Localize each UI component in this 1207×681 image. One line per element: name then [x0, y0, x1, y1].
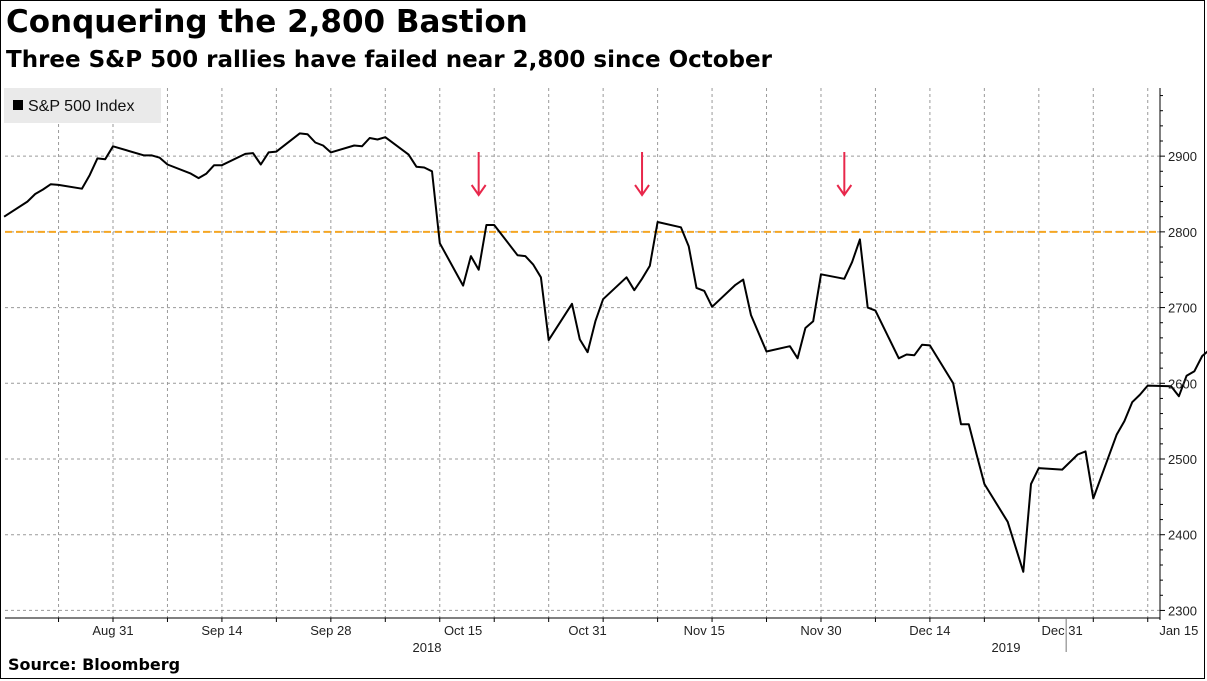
grid-lines [5, 88, 1160, 618]
legend-box [4, 88, 161, 123]
y-tick-label: 2500 [1168, 452, 1197, 467]
series-line-sp500 [3, 132, 1207, 573]
chart-title: Conquering the 2,800 Bastion [6, 4, 528, 40]
annotation-arrows [470, 152, 853, 197]
x-tick-label: Jan 15 [1159, 623, 1198, 638]
x-year-label: 2018 [413, 640, 442, 655]
legend: S&P 500 Index [4, 88, 161, 123]
x-tick-label: Dec 14 [909, 623, 950, 638]
chart-source: Source: Bloomberg [8, 655, 181, 674]
arrow-head [470, 184, 487, 197]
x-tick-label: Oct 15 [444, 623, 482, 638]
x-tick-label: Dec 31 [1042, 623, 1083, 638]
legend-label: S&P 500 Index [28, 98, 134, 115]
x-tick-label: Nov 30 [800, 623, 841, 638]
x-tick-label: Sep 14 [201, 623, 242, 638]
x-tick-label: Nov 15 [684, 623, 725, 638]
y-tick-label: 2400 [1168, 528, 1197, 543]
y-tick-label: 2600 [1168, 376, 1197, 391]
arrow-head [634, 184, 650, 197]
x-tick-label: Oct 31 [568, 623, 606, 638]
down-arrow-icon [836, 152, 853, 197]
x-year-label: 2019 [992, 640, 1021, 655]
chart-subtitle: Three S&P 500 rallies have failed near 2… [6, 47, 772, 73]
x-tick-label: Sep 28 [310, 623, 351, 638]
x-axis-labels: Aug 31 Sep 14 Sep 28 Oct 15 Oct 31 Nov 15 Nov … [58, 618, 1198, 655]
legend-swatch [13, 100, 23, 110]
down-arrow-icon [634, 152, 650, 197]
x-tick-label: Aug 31 [92, 623, 133, 638]
y-tick-label: 2700 [1168, 301, 1197, 316]
down-arrow-icon [470, 152, 487, 197]
y-tick-label: 2800 [1168, 225, 1197, 240]
y-tick-label: 2300 [1168, 603, 1197, 618]
arrow-head [836, 184, 853, 197]
y-axis-labels: 2300 2400 2500 2600 2700 2800 2900 [1160, 95, 1197, 618]
y-tick-label: 2900 [1168, 149, 1197, 164]
